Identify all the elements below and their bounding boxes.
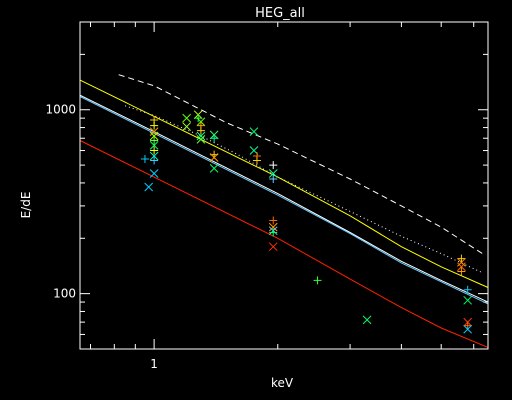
data-point xyxy=(196,135,206,144)
data-point xyxy=(150,146,159,155)
data-point xyxy=(268,169,278,178)
data-point xyxy=(362,315,372,325)
data-point xyxy=(140,154,149,163)
data-point xyxy=(182,122,191,131)
model-curve xyxy=(79,140,489,348)
data-point xyxy=(182,113,191,123)
data-point xyxy=(457,254,466,263)
data-point xyxy=(463,321,472,330)
data-point xyxy=(463,295,473,305)
y-tick-label: 1000 xyxy=(45,103,76,117)
data-point xyxy=(268,242,278,252)
model-curve xyxy=(124,105,483,274)
axis-ticks: 1 100 1000 xyxy=(45,22,488,371)
data-point xyxy=(196,126,205,135)
y-tick-label: 100 xyxy=(53,287,76,301)
data-point xyxy=(150,156,159,165)
data-point xyxy=(144,182,154,192)
x-tick-label: 1 xyxy=(150,357,158,371)
data-point xyxy=(209,164,219,173)
plot-frame xyxy=(79,21,489,350)
data-point xyxy=(269,228,278,237)
data-point xyxy=(194,114,203,123)
data-point xyxy=(463,324,473,334)
data-point xyxy=(149,151,159,161)
data-point xyxy=(150,121,159,130)
data-point xyxy=(149,141,159,150)
data-point xyxy=(150,136,159,145)
data-point xyxy=(149,169,159,178)
data-point xyxy=(269,216,278,225)
model-curve xyxy=(79,96,489,305)
y-axis-label: E/dE xyxy=(19,192,33,219)
data-point xyxy=(457,262,466,272)
data-point xyxy=(149,127,159,137)
data-point xyxy=(210,134,219,143)
chart-title: HEG_all xyxy=(255,6,305,21)
model-curve xyxy=(118,74,483,255)
data-point xyxy=(269,161,278,170)
data-points xyxy=(140,110,473,334)
data-point xyxy=(463,285,472,294)
data-point xyxy=(269,175,278,184)
data-point xyxy=(313,276,322,285)
data-point xyxy=(209,153,219,162)
data-point xyxy=(457,257,466,267)
data-point xyxy=(149,131,159,141)
data-point xyxy=(196,131,206,141)
data-point xyxy=(252,156,261,165)
data-point xyxy=(268,222,278,232)
data-point xyxy=(249,127,259,137)
x-axis-label: keV xyxy=(271,376,294,390)
data-point xyxy=(457,267,466,276)
